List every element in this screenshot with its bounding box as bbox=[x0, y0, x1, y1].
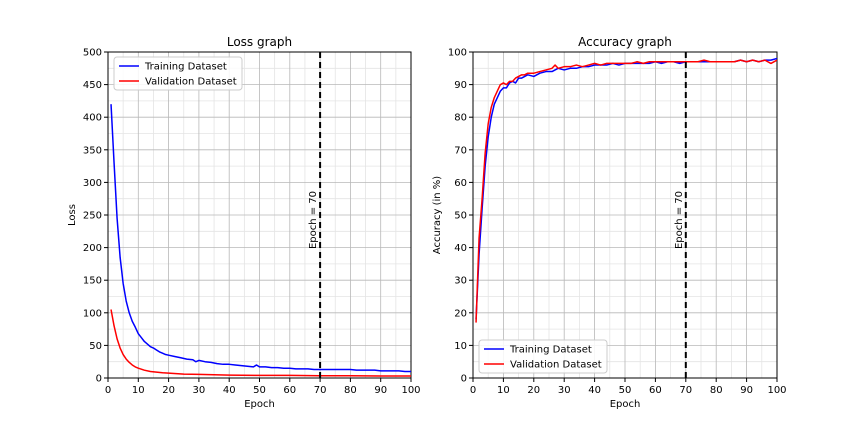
chart-panel-1: 0 10 20 30 40 50 60 70 80 90 100 0 50 100 150 200 250 300… bbox=[67, 35, 421, 410]
x-tick-label: 50 bbox=[253, 385, 266, 396]
x-tick-label: 90 bbox=[740, 385, 753, 396]
y-tick-label: 60 bbox=[454, 178, 467, 189]
x-tick-label: 20 bbox=[162, 385, 175, 396]
y-tick-label: 100 bbox=[448, 48, 467, 59]
y-tick-label: 50 bbox=[454, 211, 467, 222]
x-tick-label: 30 bbox=[558, 385, 571, 396]
x-tick-label: 90 bbox=[374, 385, 387, 396]
y-tick-label: 0 bbox=[96, 374, 102, 385]
x-axis-label: Epoch bbox=[244, 399, 275, 410]
series-line-2 bbox=[475, 59, 777, 323]
x-tick-label: 30 bbox=[193, 385, 206, 396]
y-tick-label: 80 bbox=[454, 113, 467, 124]
y-tick-label: 70 bbox=[454, 145, 467, 156]
vline-annotation-label: Epoch = 70 bbox=[674, 191, 685, 249]
y-tick-label: 10 bbox=[454, 341, 467, 352]
y-tick-label: 350 bbox=[83, 145, 102, 156]
y-tick-label: 400 bbox=[83, 113, 102, 124]
x-tick-label: 70 bbox=[314, 385, 327, 396]
y-tick-label: 300 bbox=[83, 178, 102, 189]
y-axis-label: Accuracy (in %) bbox=[432, 176, 443, 255]
y-tick-label: 100 bbox=[83, 308, 102, 319]
y-tick-label: 40 bbox=[454, 243, 467, 254]
y-tick-label: 250 bbox=[83, 211, 102, 222]
x-tick-label: 20 bbox=[527, 385, 540, 396]
x-tick-label: 10 bbox=[132, 385, 145, 396]
y-tick-label: 50 bbox=[89, 341, 102, 352]
legend-entry: Training Dataset bbox=[144, 62, 227, 73]
x-tick-label: 100 bbox=[767, 385, 786, 396]
x-tick-label: 40 bbox=[588, 385, 601, 396]
chart-title: Accuracy graph bbox=[578, 35, 672, 49]
vline-annotation-label: Epoch = 70 bbox=[308, 191, 319, 249]
x-tick-label: 0 bbox=[470, 385, 476, 396]
x-tick-label: 80 bbox=[710, 385, 723, 396]
y-tick-label: 500 bbox=[83, 48, 102, 59]
legend-box bbox=[478, 339, 608, 374]
legend-entry: Training Dataset bbox=[509, 345, 592, 356]
x-tick-label: 0 bbox=[105, 385, 111, 396]
x-tick-label: 70 bbox=[679, 385, 692, 396]
legend-entry: Validation Dataset bbox=[145, 77, 237, 88]
x-tick-label: 100 bbox=[401, 385, 420, 396]
chart-panel-2: 0 10 20 30 40 50 60 70 80 90 100 0 10 20 30 40 50 60 70 80 9… bbox=[432, 35, 787, 410]
series-line-1 bbox=[110, 104, 411, 373]
series-line-2 bbox=[110, 309, 411, 377]
y-tick-label: 150 bbox=[83, 276, 102, 287]
y-tick-label: 30 bbox=[454, 276, 467, 287]
y-tick-label: 20 bbox=[454, 308, 467, 319]
x-tick-label: 50 bbox=[619, 385, 632, 396]
chart-title: Loss graph bbox=[227, 35, 292, 49]
y-tick-label: 200 bbox=[83, 243, 102, 254]
legend: Training Dataset Validation Dataset bbox=[478, 339, 608, 374]
x-tick-label: 60 bbox=[283, 385, 296, 396]
legend-box bbox=[113, 56, 243, 91]
y-tick-label: 0 bbox=[461, 374, 467, 385]
y-tick-label: 90 bbox=[454, 80, 467, 91]
x-tick-label: 40 bbox=[223, 385, 236, 396]
legend-entry: Validation Dataset bbox=[510, 360, 602, 371]
legend: Training Dataset Validation Dataset bbox=[113, 56, 243, 91]
y-axis-label: Loss bbox=[67, 204, 78, 226]
x-tick-label: 10 bbox=[497, 385, 510, 396]
x-tick-label: 80 bbox=[344, 385, 357, 396]
x-axis-label: Epoch bbox=[610, 399, 641, 410]
x-tick-label: 60 bbox=[649, 385, 662, 396]
y-tick-label: 450 bbox=[83, 80, 102, 91]
